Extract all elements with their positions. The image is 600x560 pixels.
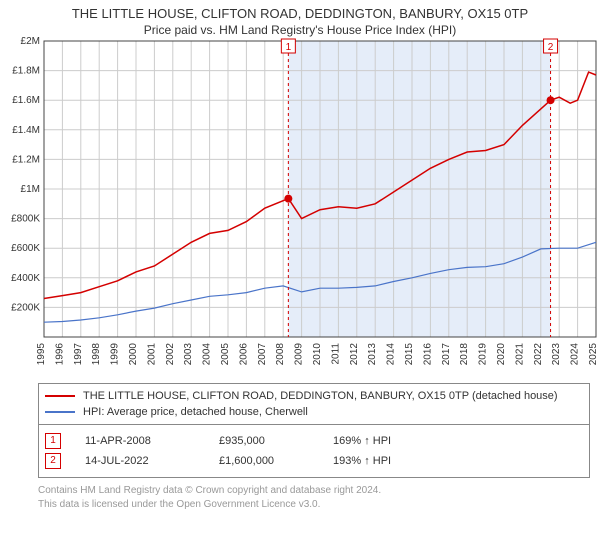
legend-swatch: [45, 411, 75, 413]
svg-text:2023: 2023: [551, 343, 562, 366]
legend-swatch: [45, 395, 75, 397]
svg-text:£400K: £400K: [11, 273, 40, 284]
footer-line: Contains HM Land Registry data © Crown c…: [38, 484, 590, 498]
table-row: 2 14-JUL-2022 £1,600,000 193% ↑ HPI: [45, 451, 583, 471]
svg-text:2022: 2022: [533, 343, 544, 366]
marker-table: 1 11-APR-2008 £935,000 169% ↑ HPI 2 14-J…: [38, 425, 590, 478]
legend: THE LITTLE HOUSE, CLIFTON ROAD, DEDDINGT…: [38, 383, 590, 425]
svg-text:2006: 2006: [238, 343, 249, 366]
legend-row: THE LITTLE HOUSE, CLIFTON ROAD, DEDDINGT…: [45, 388, 583, 404]
svg-text:£2M: £2M: [21, 37, 40, 47]
svg-text:2008: 2008: [275, 343, 286, 366]
svg-text:2009: 2009: [294, 343, 305, 366]
svg-text:1998: 1998: [91, 343, 102, 366]
svg-text:2001: 2001: [146, 343, 157, 366]
event-marker-number: 2: [548, 42, 554, 53]
svg-text:1996: 1996: [54, 343, 65, 366]
svg-text:2021: 2021: [514, 343, 525, 366]
svg-text:2012: 2012: [349, 343, 360, 366]
line-chart-svg: £200K £400K £600K £800K £1M £1.2M £1.4M £1.6M £1…: [0, 37, 600, 377]
chart-area: £200K £400K £600K £800K £1M £1.2M £1.4M £1.6M £1…: [0, 37, 600, 377]
svg-text:2003: 2003: [183, 343, 194, 366]
svg-text:2019: 2019: [478, 343, 489, 366]
svg-text:2020: 2020: [496, 343, 507, 366]
table-row: 1 11-APR-2008 £935,000 169% ↑ HPI: [45, 431, 583, 451]
svg-text:2010: 2010: [312, 343, 323, 366]
svg-text:£1.2M: £1.2M: [12, 154, 40, 165]
svg-text:£1M: £1M: [21, 184, 40, 195]
marker-price: £1,600,000: [219, 451, 309, 471]
svg-text:2025: 2025: [588, 343, 599, 366]
event-marker-number: 1: [286, 42, 292, 53]
event-marker-dot: [547, 96, 555, 104]
svg-text:2000: 2000: [128, 343, 139, 366]
footer-line: This data is licensed under the Open Gov…: [38, 498, 590, 512]
svg-text:2016: 2016: [422, 343, 433, 366]
chart-subtitle: Price paid vs. HM Land Registry's House …: [0, 23, 600, 37]
svg-text:2002: 2002: [165, 343, 176, 366]
svg-text:1997: 1997: [73, 343, 84, 366]
legend-row: HPI: Average price, detached house, Cher…: [45, 404, 583, 420]
svg-text:£1.8M: £1.8M: [12, 66, 40, 77]
marker-price: £935,000: [219, 431, 309, 451]
legend-label: HPI: Average price, detached house, Cher…: [83, 404, 308, 420]
svg-text:2005: 2005: [220, 343, 231, 366]
footer: Contains HM Land Registry data © Crown c…: [38, 484, 590, 511]
svg-text:£600K: £600K: [11, 243, 40, 254]
chart-title: THE LITTLE HOUSE, CLIFTON ROAD, DEDDINGT…: [0, 6, 600, 21]
svg-text:1995: 1995: [36, 343, 47, 366]
marker-badge: 2: [45, 453, 61, 469]
svg-text:2013: 2013: [367, 343, 378, 366]
svg-text:£200K: £200K: [11, 302, 40, 313]
svg-text:2014: 2014: [386, 343, 397, 366]
svg-text:2011: 2011: [330, 343, 341, 365]
marker-date: 11-APR-2008: [85, 431, 195, 451]
svg-text:£1.6M: £1.6M: [12, 95, 40, 106]
legend-label: THE LITTLE HOUSE, CLIFTON ROAD, DEDDINGT…: [83, 388, 558, 404]
title-block: THE LITTLE HOUSE, CLIFTON ROAD, DEDDINGT…: [0, 0, 600, 37]
svg-text:2004: 2004: [202, 343, 213, 366]
svg-text:1999: 1999: [110, 343, 121, 366]
event-marker-dot: [284, 195, 292, 203]
marker-delta: 193% ↑ HPI: [333, 451, 391, 471]
svg-text:2024: 2024: [570, 343, 581, 366]
svg-text:£1.4M: £1.4M: [12, 125, 40, 136]
marker-delta: 169% ↑ HPI: [333, 431, 391, 451]
marker-date: 14-JUL-2022: [85, 451, 195, 471]
svg-text:2017: 2017: [441, 343, 452, 366]
marker-badge: 1: [45, 433, 61, 449]
svg-text:2015: 2015: [404, 343, 415, 366]
svg-text:2007: 2007: [257, 343, 268, 366]
svg-text:2018: 2018: [459, 343, 470, 366]
svg-text:£800K: £800K: [11, 214, 40, 225]
